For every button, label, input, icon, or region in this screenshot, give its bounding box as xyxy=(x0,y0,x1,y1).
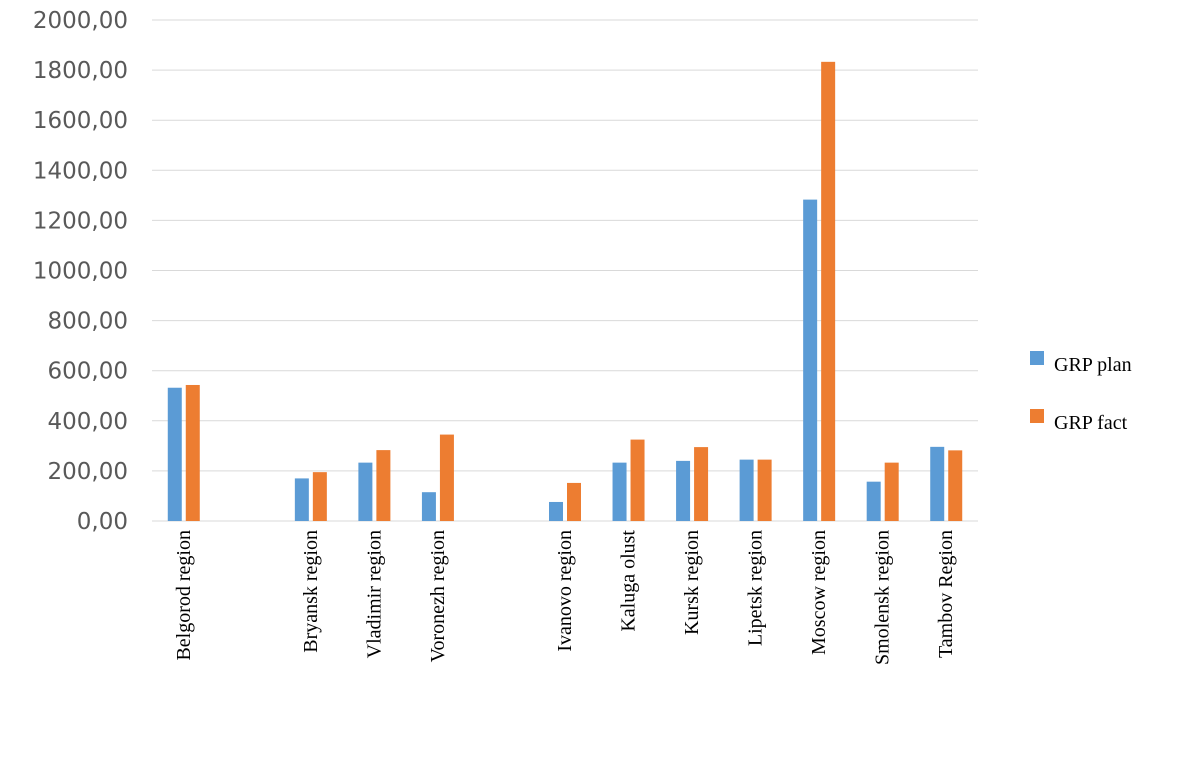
bar-grp-plan xyxy=(930,446,945,521)
x-tick-label: Kursk region xyxy=(681,530,703,635)
x-tick-label: Smolensk region xyxy=(872,530,894,665)
bar-grp-plan xyxy=(803,199,818,521)
y-tick-label: 600,00 xyxy=(48,359,128,385)
bar-grp-plan xyxy=(739,459,754,521)
bars xyxy=(167,61,963,522)
x-tick-label: Ivanovo region xyxy=(554,530,576,652)
bar-grp-plan xyxy=(421,492,436,521)
x-tick-label: Belgorod region xyxy=(173,530,195,661)
legend-label-grp-fact: GRP fact xyxy=(1054,412,1128,434)
bar-grp-fact xyxy=(757,459,772,521)
x-tick-label: Voronezh region xyxy=(427,530,449,662)
bar-grp-plan xyxy=(612,462,627,521)
x-tick-label: Lipetsk region xyxy=(745,530,767,646)
bar-grp-plan xyxy=(549,501,563,521)
y-tick-label: 0,00 xyxy=(77,509,128,535)
bar-grp-plan xyxy=(294,478,309,521)
legend-swatch-grp-fact xyxy=(1030,409,1044,423)
y-axis-ticks: 0,00 200,00 400,00 600,00 800,00 1000,00 1200,… xyxy=(33,8,128,535)
bar-grp-fact xyxy=(884,462,899,521)
y-tick-label: 400,00 xyxy=(48,409,128,435)
y-tick-label: 1400,00 xyxy=(33,158,128,184)
y-tick-label: 200,00 xyxy=(48,459,128,485)
bar-grp-fact xyxy=(948,450,963,521)
bar-grp-fact xyxy=(694,447,709,521)
bar-grp-plan xyxy=(676,460,691,521)
x-tick-label: Moscow region xyxy=(808,530,830,655)
x-tick-label: Tambov Region xyxy=(935,530,957,658)
x-tick-label: Kaluga olust xyxy=(618,530,640,632)
legend: GRP plan GRP fact xyxy=(1030,351,1132,434)
x-tick-label: Vladimir region xyxy=(363,530,385,658)
gridlines xyxy=(152,19,978,522)
bar-grp-plan xyxy=(167,387,182,521)
bar-grp-fact xyxy=(567,482,581,521)
legend-swatch-grp-plan xyxy=(1030,351,1044,365)
bar-grp-fact xyxy=(185,384,200,521)
x-tick-label: Bryansk region xyxy=(300,530,322,653)
bar-grp-fact xyxy=(630,439,645,521)
bar-grp-fact xyxy=(821,61,836,522)
bar-grp-fact xyxy=(439,434,454,521)
bar-grp-fact xyxy=(376,450,391,521)
bar-grp-plan xyxy=(358,462,373,521)
x-axis-ticks: Belgorod region Bryansk region Vladimir re… xyxy=(173,530,957,665)
y-tick-label: 1000,00 xyxy=(33,259,128,285)
y-tick-label: 800,00 xyxy=(48,309,128,335)
legend-label-grp-plan: GRP plan xyxy=(1054,354,1132,376)
y-tick-label: 1200,00 xyxy=(33,208,128,234)
y-tick-label: 2000,00 xyxy=(33,8,128,34)
bar-grp-plan xyxy=(866,481,881,521)
y-tick-label: 1800,00 xyxy=(33,58,128,84)
bar-grp-fact xyxy=(312,472,327,521)
y-tick-label: 1600,00 xyxy=(33,108,128,134)
